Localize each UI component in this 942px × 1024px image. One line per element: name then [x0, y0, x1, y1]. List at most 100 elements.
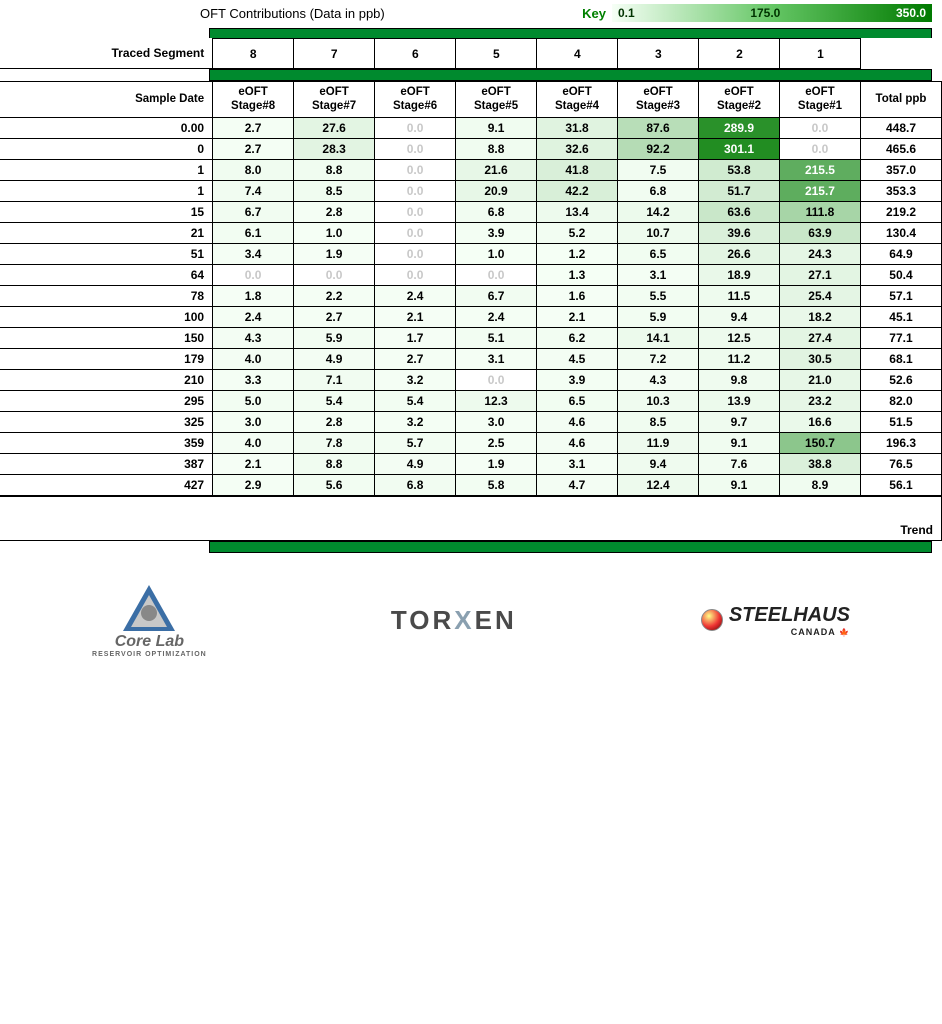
value-cell: 11.5 [699, 285, 780, 306]
value-cell: 2.2 [294, 285, 375, 306]
sample-date-cell: 179 [0, 348, 213, 369]
table-row: 3872.18.84.91.93.19.47.638.876.5 [0, 453, 942, 474]
value-cell: 2.4 [456, 306, 537, 327]
value-cell: 111.8 [779, 201, 860, 222]
steelhaus-icon [701, 609, 723, 631]
value-cell: 6.7 [456, 285, 537, 306]
value-cell: 12.4 [618, 474, 699, 495]
value-cell: 21.6 [456, 159, 537, 180]
stage-header: eOFTStage#3 [618, 82, 699, 118]
value-cell: 13.9 [699, 390, 780, 411]
value-cell: 27.6 [294, 117, 375, 138]
stage-header: eOFTStage#7 [294, 82, 375, 118]
value-cell: 1.0 [456, 243, 537, 264]
value-cell: 32.6 [537, 138, 618, 159]
value-cell: 6.5 [618, 243, 699, 264]
total-cell: 68.1 [860, 348, 941, 369]
value-cell: 3.2 [375, 411, 456, 432]
value-cell: 21.0 [779, 369, 860, 390]
value-cell: 4.0 [213, 432, 294, 453]
sample-date-cell: 427 [0, 474, 213, 495]
value-cell: 0.0 [375, 222, 456, 243]
table-row: 0.002.727.60.09.131.887.6289.90.0448.7 [0, 117, 942, 138]
segment-cell: 2 [699, 39, 780, 69]
value-cell: 4.9 [375, 453, 456, 474]
value-cell: 5.7 [375, 432, 456, 453]
stage-header: eOFTStage#4 [537, 82, 618, 118]
value-cell: 3.1 [456, 348, 537, 369]
sample-date-cell: 78 [0, 285, 213, 306]
data-table: Sample Date eOFTStage#8 eOFTStage#7 eOFT… [0, 81, 942, 496]
value-cell: 18.2 [779, 306, 860, 327]
total-cell: 51.5 [860, 411, 941, 432]
value-cell: 0.0 [375, 159, 456, 180]
value-cell: 7.6 [699, 453, 780, 474]
total-cell: 130.4 [860, 222, 941, 243]
value-cell: 3.0 [213, 411, 294, 432]
value-cell: 4.9 [294, 348, 375, 369]
table-row: 18.08.80.021.641.87.553.8215.5357.0 [0, 159, 942, 180]
table-row: 2955.05.45.412.36.510.313.923.282.0 [0, 390, 942, 411]
sample-date-cell: 15 [0, 201, 213, 222]
value-cell: 5.1 [456, 327, 537, 348]
value-cell: 9.1 [456, 117, 537, 138]
sample-date-cell: 325 [0, 411, 213, 432]
sample-date-header: Sample Date [0, 82, 213, 118]
decorative-bar [209, 28, 932, 38]
table-row: 3253.02.83.23.04.68.59.716.651.5 [0, 411, 942, 432]
total-cell: 82.0 [860, 390, 941, 411]
value-cell: 2.7 [213, 138, 294, 159]
value-cell: 9.8 [699, 369, 780, 390]
value-cell: 14.1 [618, 327, 699, 348]
value-cell: 8.5 [618, 411, 699, 432]
value-cell: 7.4 [213, 180, 294, 201]
value-cell: 2.7 [375, 348, 456, 369]
value-cell: 215.7 [779, 180, 860, 201]
value-cell: 4.6 [537, 411, 618, 432]
summary-table: Trend [0, 496, 942, 541]
value-cell: 2.7 [294, 306, 375, 327]
traced-segment-label: Traced Segment [0, 39, 213, 69]
sample-date-cell: 1 [0, 180, 213, 201]
value-cell: 8.9 [779, 474, 860, 495]
total-cell: 353.3 [860, 180, 941, 201]
corelab-icon [119, 583, 179, 635]
value-cell: 2.1 [537, 306, 618, 327]
page-title: OFT Contributions (Data in ppb) [0, 6, 582, 21]
value-cell: 9.7 [699, 411, 780, 432]
segment-cell: 8 [213, 39, 294, 69]
key-max: 350.0 [896, 6, 926, 20]
total-cell: 45.1 [860, 306, 941, 327]
value-cell: 3.9 [456, 222, 537, 243]
table-row: 640.00.00.00.01.33.118.927.150.4 [0, 264, 942, 285]
value-cell: 9.4 [618, 453, 699, 474]
table-row: 17.48.50.020.942.26.851.7215.7353.3 [0, 180, 942, 201]
value-cell: 5.9 [618, 306, 699, 327]
value-cell: 11.9 [618, 432, 699, 453]
heatmap-key: Key 0.1 175.0 350.0 [582, 4, 932, 22]
value-cell: 8.5 [294, 180, 375, 201]
value-cell: 11.2 [699, 348, 780, 369]
value-cell: 39.6 [699, 222, 780, 243]
value-cell: 4.5 [537, 348, 618, 369]
stage-header: eOFTStage#1 [779, 82, 860, 118]
sample-date-cell: 150 [0, 327, 213, 348]
total-cell: 357.0 [860, 159, 941, 180]
key-label: Key [582, 6, 606, 21]
total-cell: 196.3 [860, 432, 941, 453]
torxen-text: TORXEN [391, 605, 517, 636]
sample-date-cell: 100 [0, 306, 213, 327]
trend-label: Trend [0, 496, 942, 540]
value-cell: 0.0 [779, 138, 860, 159]
value-cell: 1.9 [456, 453, 537, 474]
value-cell: 63.6 [699, 201, 780, 222]
steelhaus-logo: STEELHAUS CANADA 🍁 [701, 604, 850, 637]
value-cell: 10.3 [618, 390, 699, 411]
table-row: 1794.04.92.73.14.57.211.230.568.1 [0, 348, 942, 369]
value-cell: 7.1 [294, 369, 375, 390]
table-row: 2103.37.13.20.03.94.39.821.052.6 [0, 369, 942, 390]
value-cell: 6.5 [537, 390, 618, 411]
value-cell: 7.2 [618, 348, 699, 369]
table-row: 1002.42.72.12.42.15.99.418.245.1 [0, 306, 942, 327]
value-cell: 5.0 [213, 390, 294, 411]
